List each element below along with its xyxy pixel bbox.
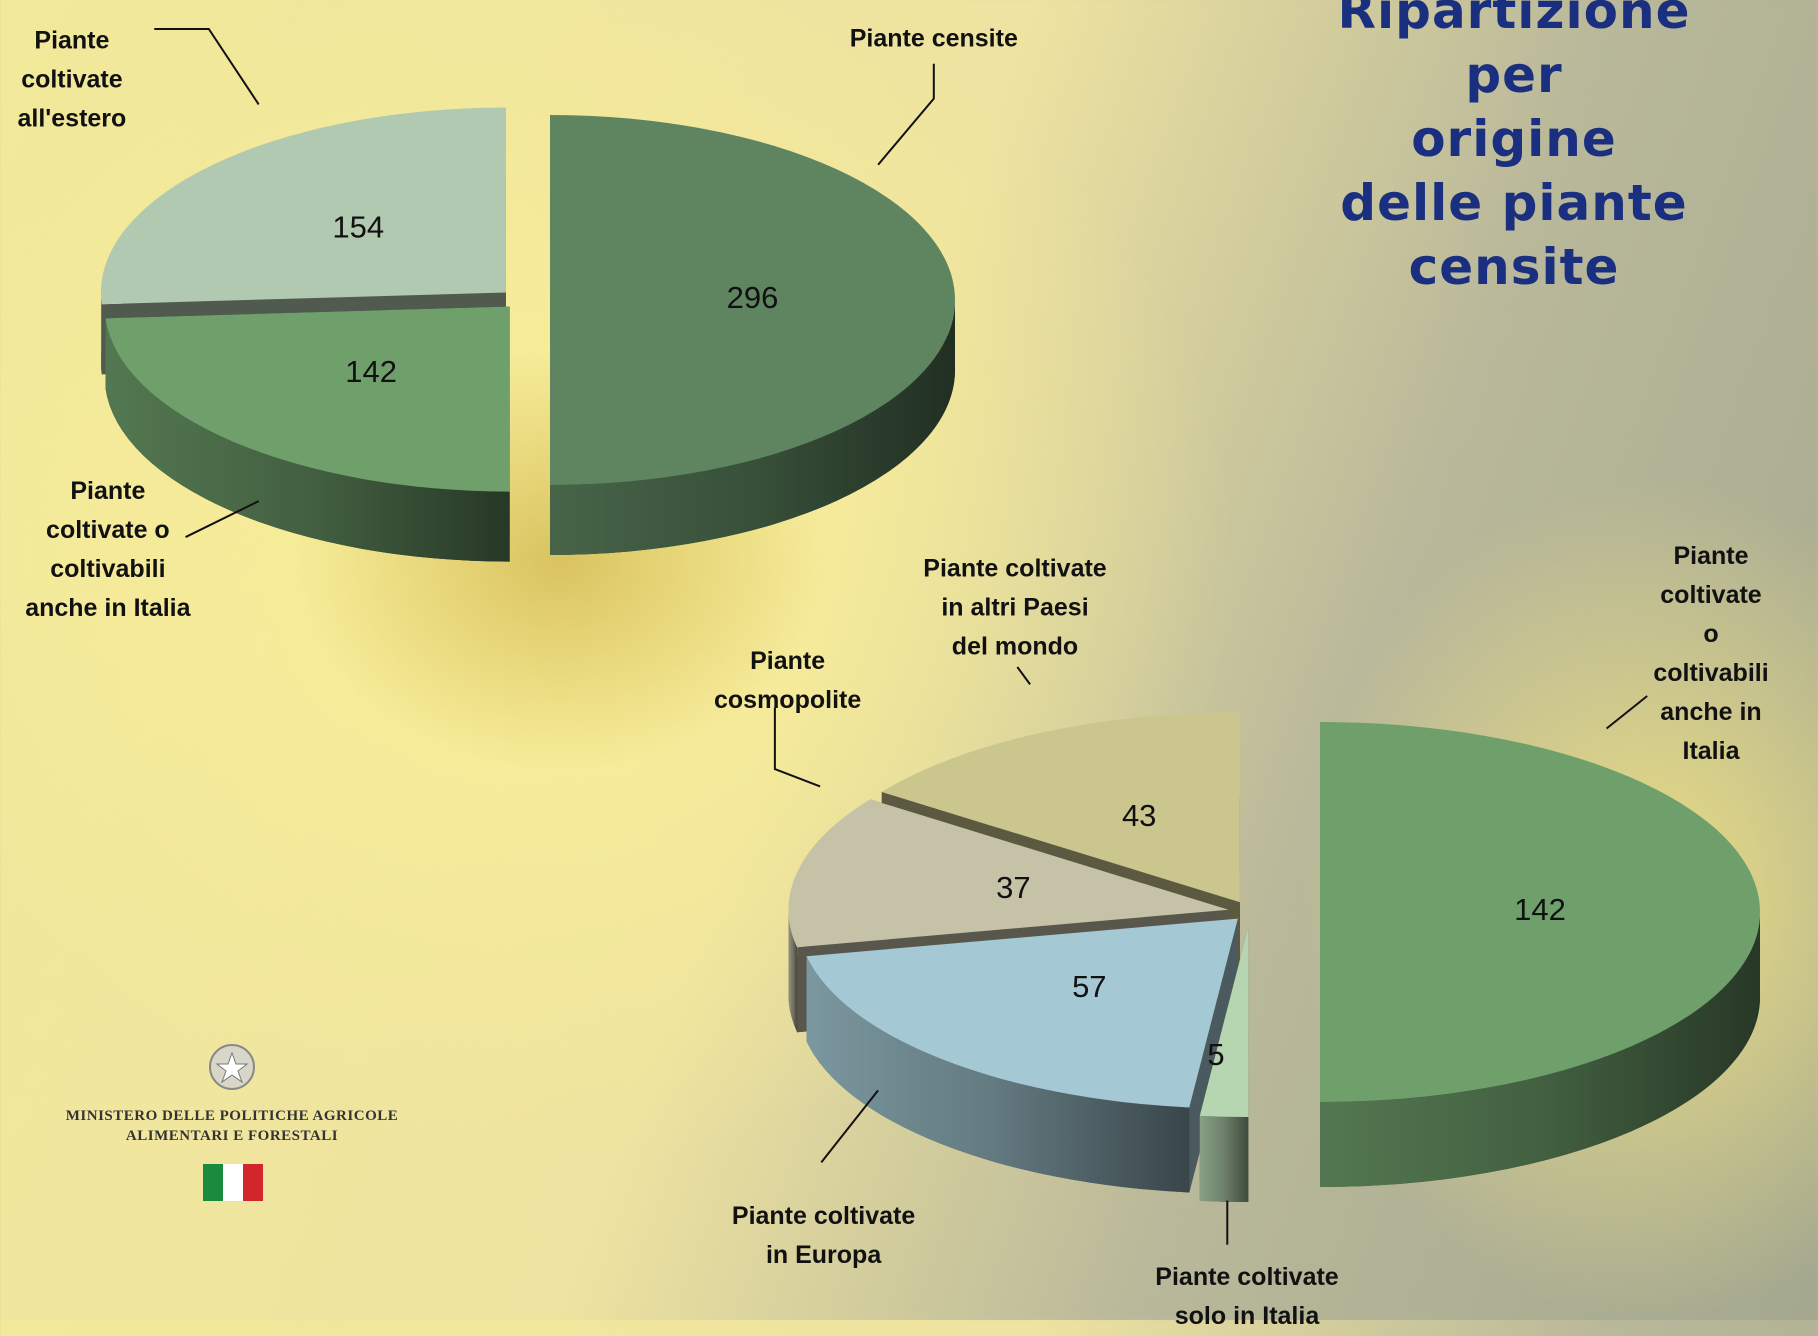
slide-title: Ripartizione per origine delle piante ce… (1338, 0, 1691, 299)
category-label: Piante coltivate solo in Italia (1155, 1258, 1338, 1336)
category-label: Piante cosmopolite (714, 642, 861, 720)
value-label: 154 (332, 209, 384, 244)
pie-slice (101, 107, 506, 304)
category-label: Piante coltivate all'estero (18, 21, 127, 138)
slice-side (1200, 1116, 1249, 1202)
category-label: Piante coltivate o coltivabili anche in … (25, 472, 190, 628)
logo-text: ALIMENTARI E FORESTALI (126, 1128, 338, 1145)
value-label: 142 (345, 354, 397, 389)
leader-line (1017, 667, 1030, 684)
value-label: 296 (727, 280, 779, 315)
value-label: 37 (996, 870, 1030, 905)
flag-white (223, 1164, 243, 1201)
leader-line (154, 29, 258, 104)
category-label: Piante coltivate o coltivabili anche in … (1653, 537, 1768, 771)
value-label: 142 (1514, 892, 1566, 927)
value-label: 57 (1072, 969, 1106, 1004)
flag-green (203, 1164, 223, 1201)
flag-red (243, 1164, 263, 1201)
logo-text: MINISTERO DELLE POLITICHE AGRICOLE (66, 1108, 399, 1125)
slice-side (101, 292, 102, 374)
category-label: Piante coltivate in altri Paesi del mond… (923, 549, 1106, 666)
leader-line (1607, 696, 1648, 728)
value-label: 43 (1122, 798, 1156, 833)
leader-line (821, 1090, 878, 1162)
category-label: Piante coltivate in Europa (732, 1197, 915, 1275)
category-label: Piante censite (850, 20, 1018, 59)
leader-line (878, 64, 934, 165)
slide: 154 296 142 43 37 142 57 5 Ripartizione per ori… (0, 0, 1818, 1320)
value-label: 5 (1207, 1037, 1224, 1072)
